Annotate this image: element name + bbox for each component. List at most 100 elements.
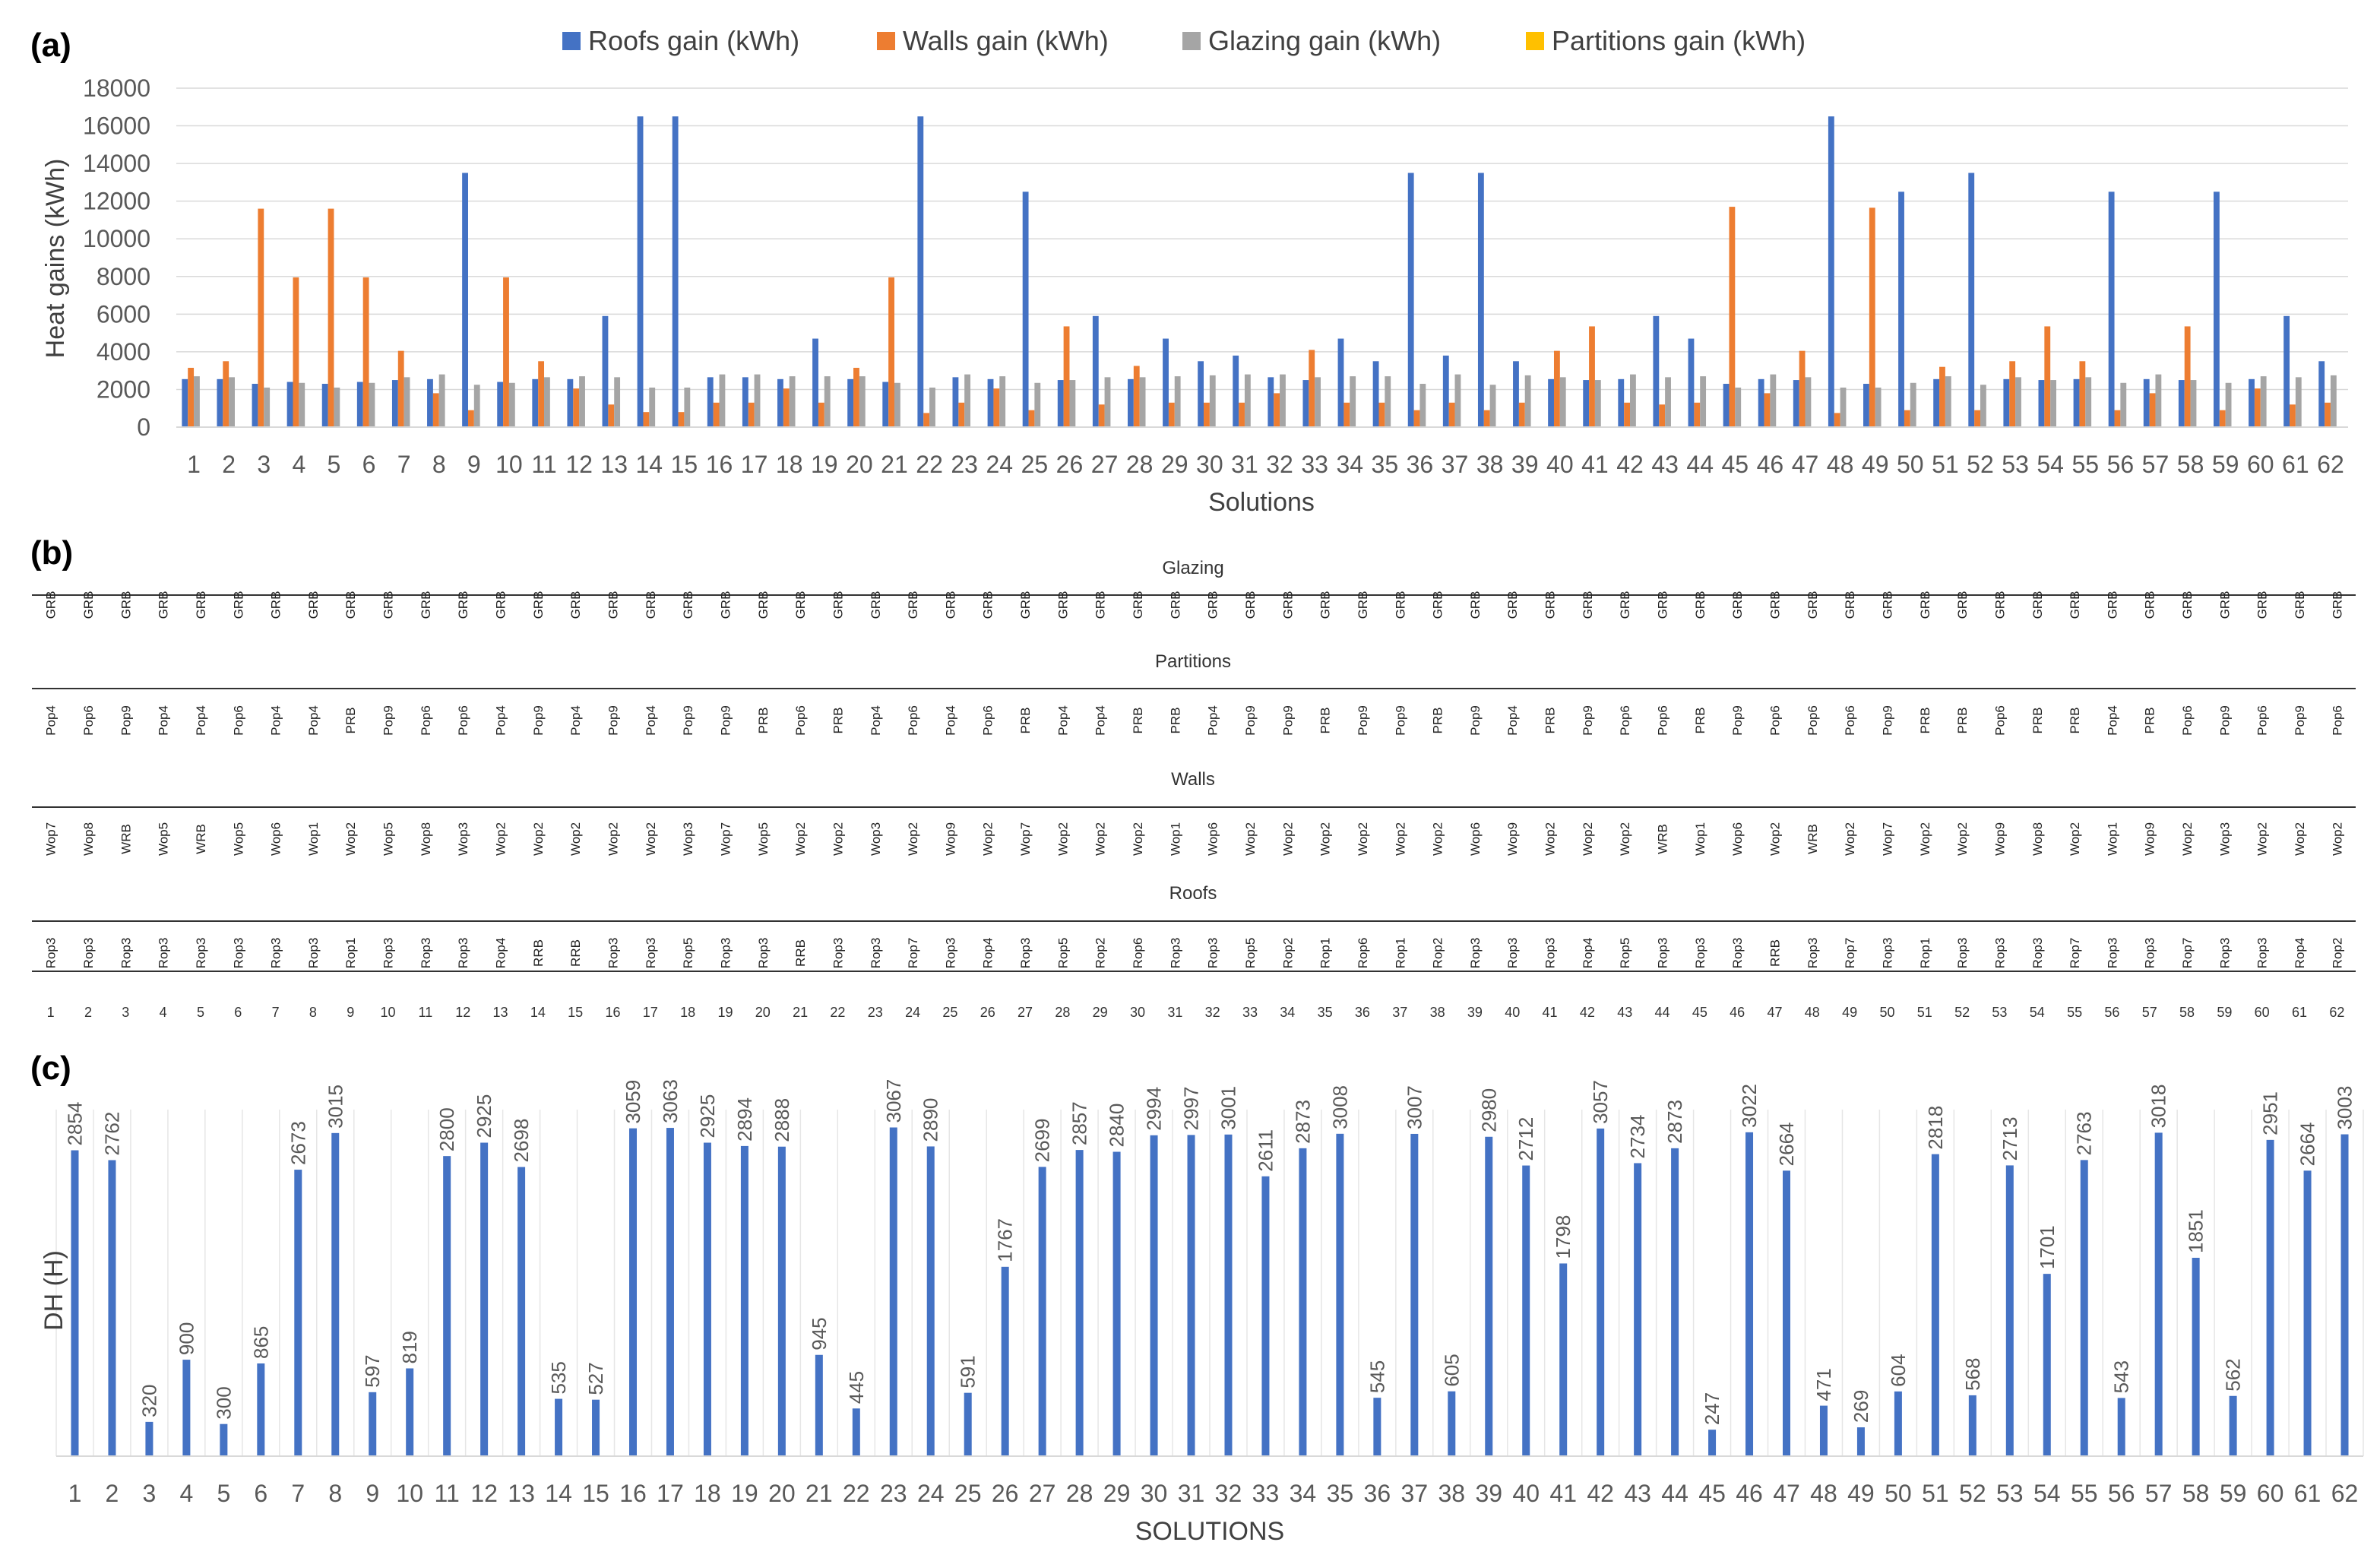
table-cell-walls: Wop1	[1693, 822, 1707, 856]
x-tick-label: 40	[1546, 451, 1574, 478]
bar-walls-60	[2254, 388, 2261, 427]
table-cell-walls: Wop1	[306, 822, 321, 856]
x-tick-label: 3	[143, 1480, 157, 1507]
bar-dh-28	[1075, 1150, 1084, 1456]
bar-glazing-60	[2260, 376, 2267, 427]
table-cell-partitions: Pop4	[306, 705, 321, 736]
data-label: 2854	[63, 1102, 86, 1146]
bar-glazing-62	[2330, 375, 2337, 427]
bar-dh-45	[1708, 1430, 1717, 1456]
table-cell-glazing: GRB	[906, 591, 920, 619]
data-label: 2980	[1477, 1088, 1500, 1132]
x-tick-label: 18	[776, 451, 803, 478]
y-axis-title: DH (H)	[40, 1250, 68, 1331]
table-cell-partitions: Pop6	[2180, 705, 2195, 736]
table-cell-glazing: GRB	[81, 591, 96, 619]
table-cell-glazing: GRB	[381, 591, 396, 619]
bar-roofs-59	[2213, 192, 2220, 427]
x-tick-label: 37	[1442, 451, 1469, 478]
table-cell-roofs: Rop1	[1393, 938, 1407, 969]
index-cell: 58	[2179, 1005, 2195, 1020]
x-tick-label: 47	[1773, 1480, 1800, 1507]
bar-glazing-19	[824, 376, 831, 427]
table-cell-partitions: Pop9	[119, 705, 133, 736]
y-tick-label: 4000	[97, 338, 150, 366]
section-title-partitions: Partitions	[1155, 651, 1231, 672]
table-cell-partitions: PRB	[1543, 708, 1558, 734]
table-cell-walls: Wop5	[231, 822, 245, 856]
table-cell-roofs: Rop4	[1581, 938, 1595, 969]
data-label: 247	[1701, 1392, 1723, 1425]
x-tick-label: 48	[1810, 1480, 1837, 1507]
table-cell-walls: Wop9	[1992, 822, 2007, 856]
x-tick-label: 7	[397, 451, 411, 478]
bar-walls-28	[1133, 366, 1140, 427]
x-tick-label: 52	[1967, 451, 1994, 478]
data-label: 3001	[1217, 1086, 1239, 1130]
data-label: 591	[957, 1355, 980, 1388]
table-cell-partitions: PRB	[2143, 708, 2157, 734]
data-label: 3007	[1403, 1085, 1426, 1129]
bar-glazing-15	[684, 387, 691, 427]
bar-glazing-35	[1385, 376, 1391, 427]
x-tick-label: 15	[671, 451, 698, 478]
bar-glazing-40	[1559, 377, 1566, 427]
data-label: 2698	[510, 1119, 533, 1163]
table-cell-glazing: GRB	[1168, 591, 1182, 619]
x-tick-label: 22	[843, 1480, 870, 1507]
bar-roofs-12	[567, 378, 574, 427]
bar-glazing-12	[579, 376, 585, 427]
bar-roofs-21	[882, 382, 889, 427]
bar-glazing-17	[754, 374, 761, 427]
x-tick-label: 3	[257, 451, 271, 478]
data-label: 2734	[1626, 1115, 1649, 1159]
legend: Roofs gain (kWh) Walls gain (kWh) Glazing …	[562, 25, 1806, 56]
index-cell: 26	[980, 1005, 995, 1020]
table-cell-glazing: GRB	[1880, 591, 1894, 619]
data-label: 3018	[2147, 1085, 2170, 1129]
table-cell-glazing: GRB	[194, 591, 208, 619]
bar-dh-7	[294, 1170, 302, 1456]
bar-glazing-43	[1665, 377, 1671, 427]
bar-roofs-23	[952, 377, 959, 427]
data-label: 900	[175, 1322, 198, 1355]
table-cell-walls: Wop6	[1206, 822, 1220, 856]
x-tick-label: 9	[366, 1480, 379, 1507]
bar-roofs-8	[427, 378, 433, 427]
table-cell-glazing: GRB	[981, 591, 995, 619]
x-tick-label: 34	[1290, 1480, 1317, 1507]
table-cell-walls: Wop2	[1318, 822, 1333, 856]
table-cell-roofs: Rop3	[456, 938, 470, 969]
data-label: 535	[547, 1361, 570, 1394]
x-tick-label: 53	[2002, 451, 2029, 478]
x-tick-label: 42	[1587, 1480, 1614, 1507]
table-cell-glazing: GRB	[2180, 591, 2195, 619]
y-tick-label: 10000	[83, 225, 150, 252]
index-cell: 55	[2067, 1005, 2082, 1020]
x-tick-label: 31	[1231, 451, 1258, 478]
table-cell-roofs: Rop3	[119, 938, 133, 969]
data-label: 865	[249, 1326, 272, 1359]
bar-dh-40	[1522, 1165, 1530, 1456]
bar-walls-54	[2044, 326, 2051, 427]
table-cell-roofs: Rop3	[2143, 938, 2157, 969]
bar-glazing-21	[894, 382, 900, 427]
table-cell-partitions: Pop9	[2293, 705, 2307, 736]
table-cell-roofs: Rop7	[906, 938, 920, 969]
data-label: 320	[138, 1384, 160, 1417]
table-cell-walls: Wop7	[1880, 822, 1894, 856]
table-cell-partitions: Pop6	[1843, 705, 1857, 736]
table-cell-walls: Wop2	[1431, 822, 1445, 856]
bar-roofs-16	[707, 377, 714, 427]
table-cell-roofs: Rop1	[1918, 938, 1932, 969]
x-tick-label: 55	[2071, 451, 2099, 478]
x-axis-title: SOLUTIONS	[1135, 1517, 1284, 1546]
table-cell-partitions: PRB	[343, 708, 358, 734]
bar-dh-13	[517, 1167, 526, 1456]
table-cell-walls: Wop2	[1918, 822, 1932, 856]
x-tick-label: 23	[880, 1480, 907, 1507]
table-cell-walls: Wop2	[343, 822, 358, 856]
table-cell-roofs: Rop3	[81, 938, 96, 969]
x-tick-label: 12	[470, 1480, 498, 1507]
